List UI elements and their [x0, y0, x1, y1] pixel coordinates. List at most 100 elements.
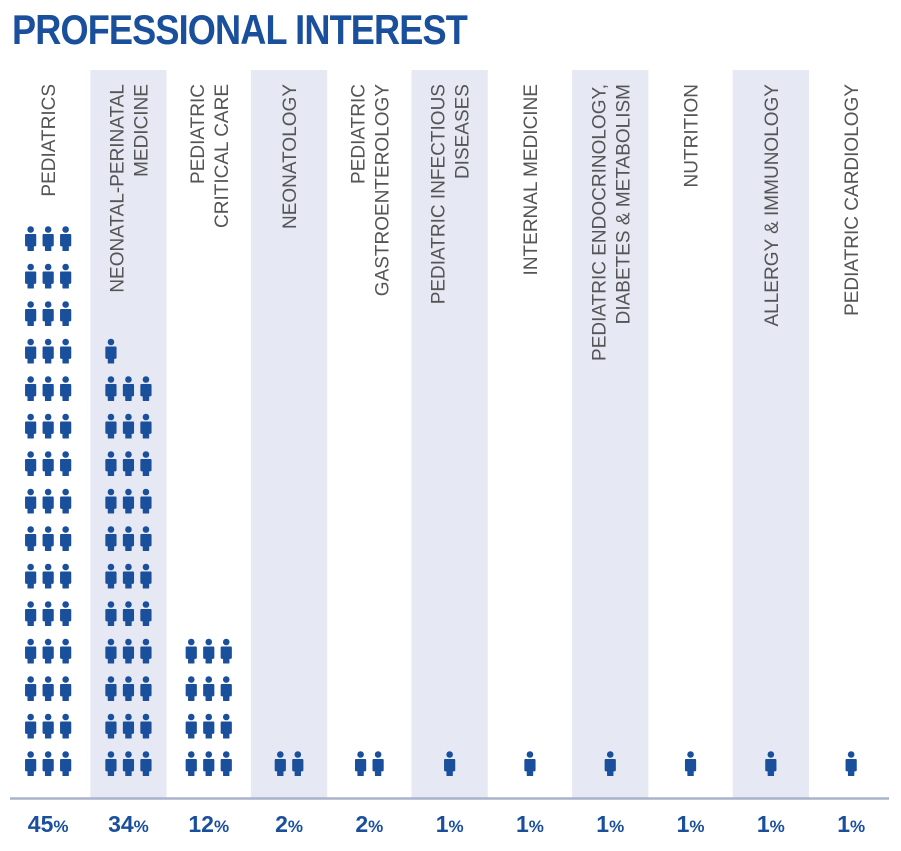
person-icon: [122, 601, 135, 626]
person-icon: [140, 713, 152, 739]
person-icon: [105, 638, 117, 664]
category-label-line: PEDIATRIC: [348, 84, 369, 184]
person-icon: [140, 601, 152, 626]
category-label-line: ALLERGY & IMMUNOLOGY: [762, 84, 783, 327]
person-icon: [122, 563, 135, 589]
value-label: 1%: [677, 811, 705, 837]
person-icon: [203, 638, 215, 664]
person-icon: [105, 601, 117, 626]
category-label: PEDIATRIC GASTROENTEROLOGY: [348, 84, 393, 297]
person-icon: [60, 338, 72, 364]
value-label: 45%: [28, 811, 69, 837]
person-icon: [220, 638, 232, 664]
person-icon: [604, 751, 616, 776]
person-icon: [42, 376, 54, 401]
person-icon: [25, 563, 37, 589]
category-label-line: PEDIATRIC: [188, 84, 209, 184]
column-band: [732, 70, 809, 798]
person-icon: [60, 226, 72, 251]
person-icon: [140, 676, 152, 701]
category-label: PEDIATRIC INFECTIOUS DISEASES: [429, 84, 474, 304]
category-label: NUTRITION: [682, 84, 703, 187]
value-label: 34%: [108, 811, 149, 837]
person-icon: [25, 601, 37, 626]
person-icon: [25, 638, 37, 664]
person-icon: [60, 638, 72, 664]
category-label-line: INTERNAL MEDICINE: [521, 84, 542, 275]
person-icon: [185, 638, 197, 664]
person-icon: [372, 751, 384, 776]
person-icon: [185, 751, 197, 776]
person-icon: [60, 413, 72, 439]
value-label: 1%: [837, 811, 865, 837]
category-label-line: PEDIATRIC ENDOCRINOLOGY,: [589, 84, 610, 361]
person-icon: [42, 713, 54, 739]
person-icon: [274, 751, 286, 776]
person-icon: [60, 526, 72, 551]
person-icon: [42, 526, 54, 551]
person-icon: [122, 488, 135, 514]
person-icon: [25, 338, 37, 364]
person-icon: [42, 451, 54, 476]
person-icon: [845, 751, 857, 776]
person-icon: [122, 751, 135, 776]
person-icon: [122, 413, 135, 439]
category-label-line: DISEASES: [453, 84, 474, 179]
person-icon: [220, 751, 232, 776]
person-icon: [60, 751, 72, 776]
person-icon: [122, 376, 135, 401]
person-icon: [60, 601, 72, 626]
person-icon: [25, 526, 37, 551]
value-label: 12%: [188, 811, 229, 837]
category-label-line: PEDIATRIC CARDIOLOGY: [842, 84, 863, 316]
person-icon: [42, 301, 54, 326]
person-icon: [42, 751, 54, 776]
person-icon: [42, 638, 54, 664]
person-icon: [60, 488, 72, 514]
person-icon: [60, 451, 72, 476]
person-icon: [185, 713, 197, 739]
value-label: 1%: [757, 811, 785, 837]
value-label: 1%: [596, 811, 624, 837]
value-label: 2%: [275, 811, 303, 837]
category-label: ALLERGY & IMMUNOLOGY: [762, 84, 783, 327]
category-label: INTERNAL MEDICINE: [521, 84, 542, 275]
person-icon: [203, 676, 215, 701]
person-icon: [203, 751, 215, 776]
category-label: PEDIATRIC CRITICAL CARE: [188, 84, 233, 228]
person-icon: [185, 676, 197, 701]
column-band: [250, 70, 328, 798]
person-icon: [42, 601, 54, 626]
person-icon: [105, 451, 117, 476]
person-icon: [25, 413, 37, 439]
value-label: 2%: [355, 811, 383, 837]
person-icon: [684, 751, 697, 776]
person-icon: [25, 713, 37, 739]
person-icon: [105, 413, 117, 439]
person-icon: [220, 713, 232, 739]
person-icon: [25, 676, 37, 701]
person-icon: [140, 563, 152, 589]
person-icon: [60, 713, 72, 739]
person-icon: [524, 751, 536, 776]
person-icon: [122, 638, 135, 664]
category-label-line: NEONATOLOGY: [280, 84, 301, 229]
person-icon: [105, 526, 117, 551]
person-icon: [60, 376, 72, 401]
person-icon: [122, 451, 135, 476]
person-icon: [42, 413, 54, 439]
category-label: NEONATOLOGY: [280, 84, 301, 229]
person-icon: [60, 301, 72, 326]
value-label: 1%: [516, 811, 544, 837]
person-icon: [355, 751, 367, 776]
category-label-line: PEDIATRICS: [39, 84, 60, 197]
person-icon: [42, 676, 54, 701]
person-icon: [105, 338, 117, 364]
person-icon: [140, 638, 152, 664]
person-icon: [105, 376, 117, 401]
person-icon: [25, 376, 37, 401]
category-label-line: PEDIATRIC INFECTIOUS: [429, 84, 450, 304]
person-icon: [60, 263, 72, 289]
category-label: NEONATAL-PERINATAL MEDICINE: [107, 84, 152, 293]
